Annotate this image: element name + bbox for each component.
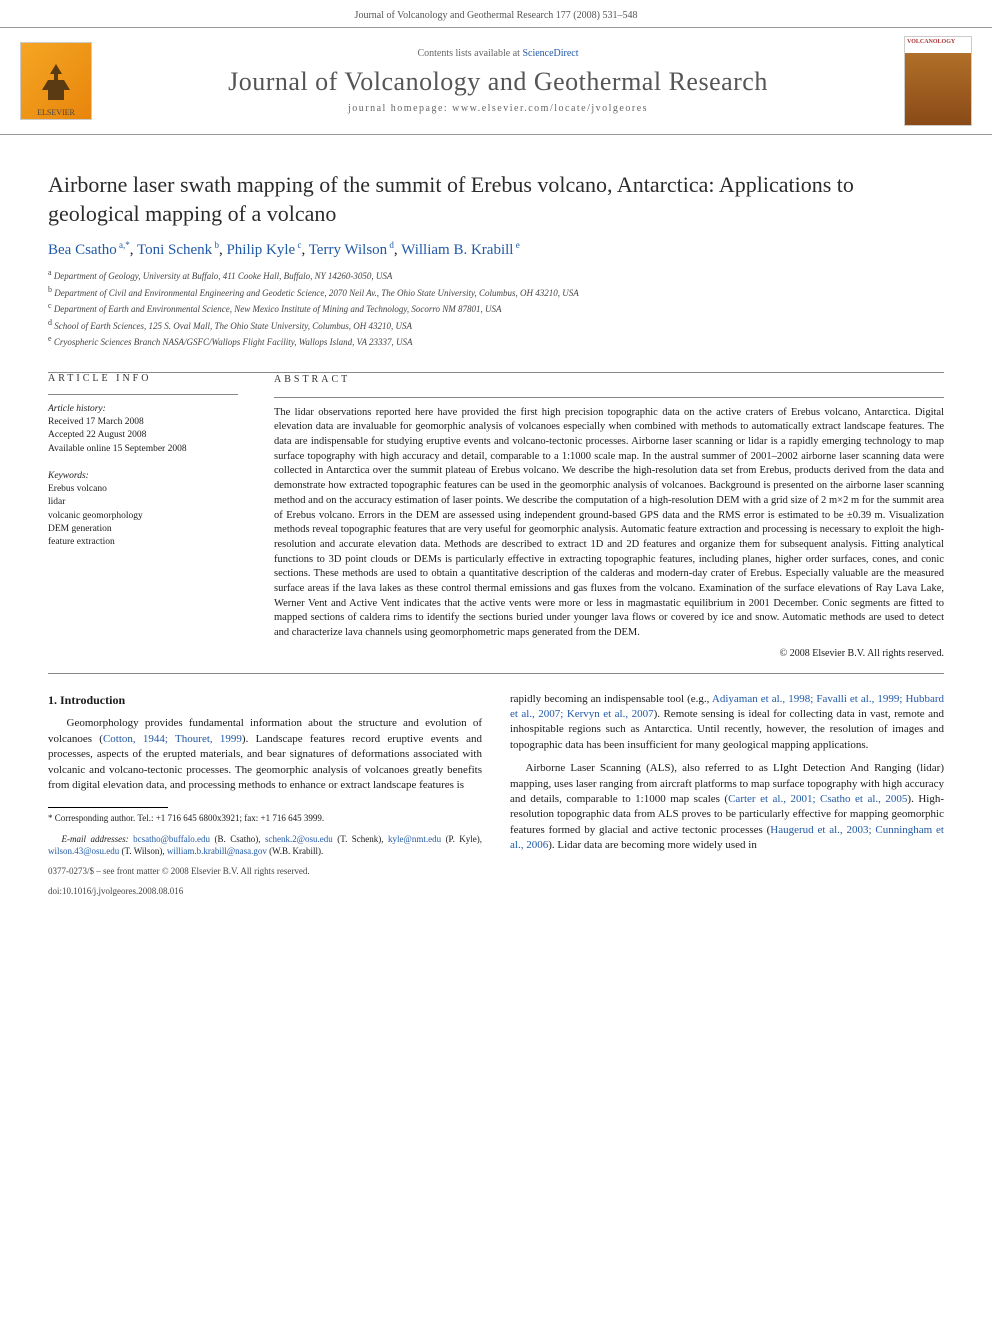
email-link[interactable]: bcsatho@buffalo.edu bbox=[133, 834, 210, 844]
article-info-head: ARTICLE INFO bbox=[48, 373, 238, 384]
homepage-url[interactable]: www.elsevier.com/locate/jvolgeores bbox=[452, 103, 648, 114]
banner-center: Contents lists available at ScienceDirec… bbox=[108, 48, 888, 114]
history-head: Article history: bbox=[48, 403, 238, 416]
email-link[interactable]: wilson.43@osu.edu bbox=[48, 846, 119, 856]
author-list: Bea Csatho a,*, Toni Schenk b, Philip Ky… bbox=[48, 240, 944, 259]
email-link[interactable]: kyle@nmt.edu bbox=[388, 834, 441, 844]
author-affiliation-sup: d bbox=[387, 240, 394, 250]
author-link[interactable]: Bea Csatho bbox=[48, 242, 117, 258]
journal-banner: ELSEVIER Contents lists available at Sci… bbox=[0, 27, 992, 135]
affiliation: b Department of Civil and Environmental … bbox=[48, 284, 944, 301]
author-link[interactable]: William B. Krabill bbox=[401, 242, 513, 258]
keywords-text: Erebus volcanolidarvolcanic geomorpholog… bbox=[48, 483, 238, 549]
email-link[interactable]: william.b.krabill@nasa.gov bbox=[167, 846, 267, 856]
abstract-head: ABSTRACT bbox=[274, 373, 944, 387]
citation-link[interactable]: Carter et al., 2001; Csatho et al., 2005 bbox=[728, 793, 907, 805]
running-head: Journal of Volcanology and Geothermal Re… bbox=[0, 0, 992, 27]
email-line: E-mail addresses: bcsatho@buffalo.edu (B… bbox=[48, 833, 482, 857]
email-link[interactable]: schenk.2@osu.edu bbox=[265, 834, 333, 844]
author-affiliation-sup: b bbox=[212, 240, 219, 250]
affiliation: a Department of Geology, University at B… bbox=[48, 267, 944, 284]
affiliation: d School of Earth Sciences, 125 S. Oval … bbox=[48, 317, 944, 334]
author-link[interactable]: Terry Wilson bbox=[309, 242, 387, 258]
body-para: Airborne Laser Scanning (ALS), also refe… bbox=[510, 761, 944, 853]
elsevier-tree-icon bbox=[32, 60, 80, 108]
body-text: 1. Introduction Geomorphology provides f… bbox=[0, 674, 992, 897]
author-link[interactable]: Philip Kyle bbox=[226, 242, 295, 258]
elsevier-label: ELSEVIER bbox=[37, 108, 75, 117]
author-affiliation-sup: c bbox=[295, 240, 301, 250]
affiliation-list: a Department of Geology, University at B… bbox=[48, 267, 944, 350]
article-info: ARTICLE INFO Article history: Received 1… bbox=[48, 373, 238, 661]
author-affiliation-sup: a,* bbox=[117, 240, 130, 250]
section-heading: 1. Introduction bbox=[48, 692, 482, 709]
article-title: Airborne laser swath mapping of the summ… bbox=[48, 171, 944, 228]
author-link[interactable]: Toni Schenk bbox=[137, 242, 212, 258]
doi-line: doi:10.1016/j.jvolgeores.2008.08.016 bbox=[48, 885, 482, 897]
corresponding-author: * Corresponding author. Tel.: +1 716 645… bbox=[48, 812, 482, 824]
body-para: rapidly becoming an indispensable tool (… bbox=[510, 692, 944, 754]
journal-name: Journal of Volcanology and Geothermal Re… bbox=[108, 67, 888, 97]
history-text: Received 17 March 2008Accepted 22 August… bbox=[48, 416, 238, 456]
sciencedirect-link[interactable]: ScienceDirect bbox=[522, 48, 578, 59]
abstract-text: The lidar observations reported here hav… bbox=[274, 406, 944, 641]
author-affiliation-sup: e bbox=[513, 240, 519, 250]
journal-cover-thumb: VOLCANOLOGY bbox=[904, 36, 972, 126]
footnotes: * Corresponding author. Tel.: +1 716 645… bbox=[48, 812, 482, 897]
elsevier-logo: ELSEVIER bbox=[20, 42, 92, 120]
affiliation: c Department of Earth and Environmental … bbox=[48, 300, 944, 317]
footnote-rule bbox=[48, 807, 168, 808]
issn-line: 0377-0273/$ – see front matter © 2008 El… bbox=[48, 865, 482, 877]
body-para: Geomorphology provides fundamental infor… bbox=[48, 716, 482, 793]
keywords-head: Keywords: bbox=[48, 470, 238, 483]
citation-link[interactable]: Cotton, 1944; Thouret, 1999 bbox=[103, 733, 242, 745]
abstract: ABSTRACT The lidar observations reported… bbox=[274, 373, 944, 661]
copyright: © 2008 Elsevier B.V. All rights reserved… bbox=[274, 647, 944, 661]
homepage-line: journal homepage: www.elsevier.com/locat… bbox=[108, 103, 888, 114]
affiliation: e Cryospheric Sciences Branch NASA/GSFC/… bbox=[48, 333, 944, 350]
contents-line: Contents lists available at ScienceDirec… bbox=[108, 48, 888, 59]
